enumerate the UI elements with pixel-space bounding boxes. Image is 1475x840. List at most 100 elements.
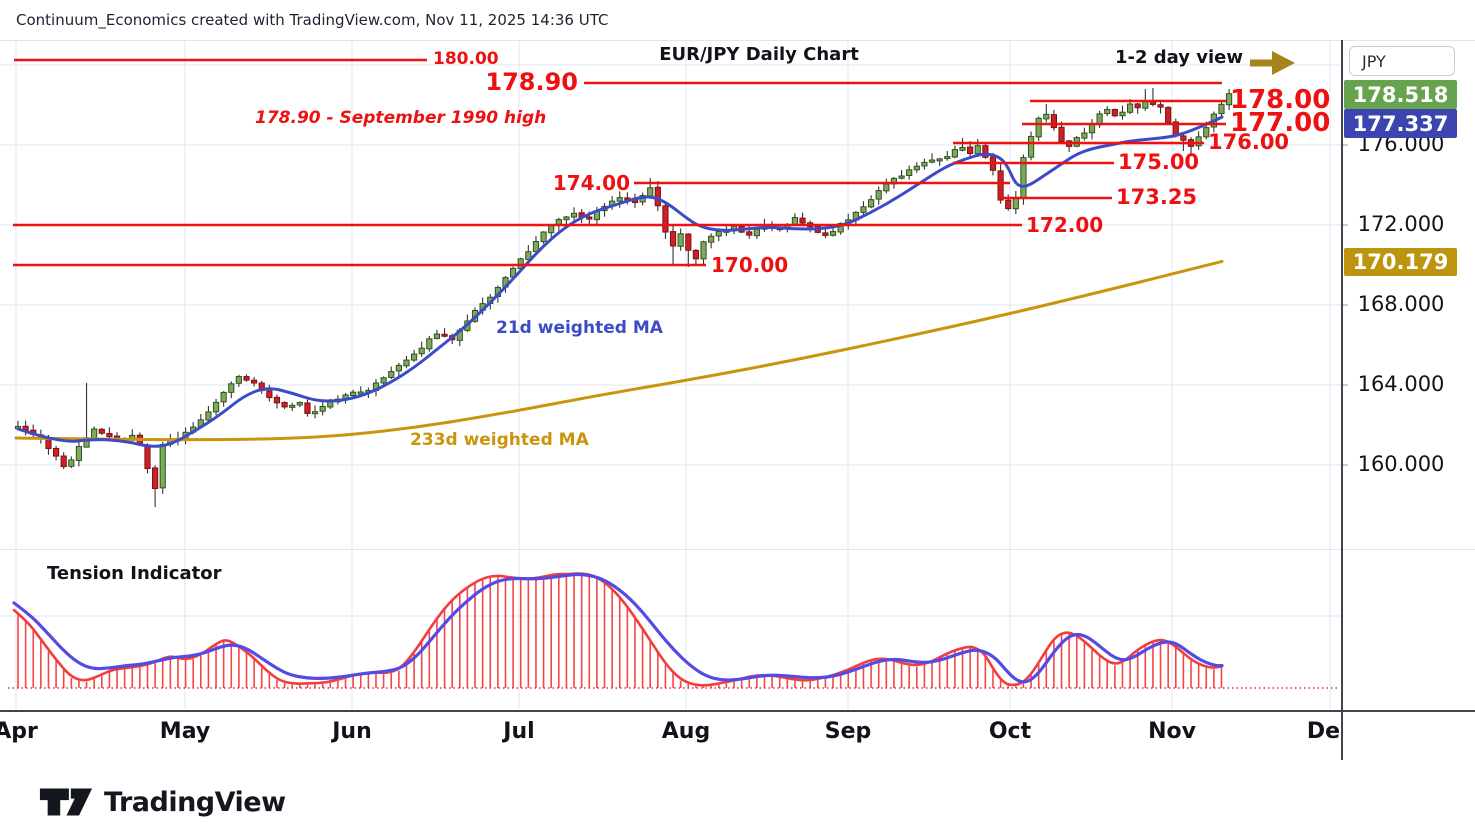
price-scale-symbol-box: JPY xyxy=(1349,46,1455,76)
candle-body xyxy=(75,446,83,461)
time-axis[interactable]: Apr May Jun Jul Aug Sep Oct Nov Dec xyxy=(0,710,1341,760)
level-label-177.00[interactable]: 177.00 xyxy=(1230,107,1331,138)
candle-body xyxy=(403,359,410,367)
candle-body xyxy=(296,401,303,406)
level-label-176.00[interactable]: 176.00 xyxy=(1208,129,1290,154)
candle-body xyxy=(708,235,715,243)
month-label-Oct: Oct xyxy=(988,719,1032,744)
candle-body xyxy=(1043,113,1050,120)
ma233-line[interactable] xyxy=(14,259,1224,442)
level-label-173.25[interactable]: 173.25 xyxy=(1116,184,1198,209)
candle-body xyxy=(967,146,974,154)
candle-body xyxy=(1027,135,1035,158)
candle-body xyxy=(388,371,395,378)
candle-body xyxy=(669,231,677,247)
level-label-174.00[interactable]: 174.00 xyxy=(552,170,630,195)
candle-body xyxy=(289,404,296,408)
candle-body xyxy=(563,216,570,221)
candle-body xyxy=(822,232,829,236)
candle-body xyxy=(951,149,958,158)
candle-body xyxy=(913,165,920,171)
tradingview-brand[interactable]: TradingView xyxy=(38,784,286,820)
ma21-label-drawing[interactable]: 21d weighted MA xyxy=(496,318,663,338)
candle-body xyxy=(692,249,700,260)
candle-body xyxy=(875,190,882,200)
level-label-175.00[interactable]: 175.00 xyxy=(1118,149,1200,174)
tension-indicator-pane[interactable] xyxy=(8,572,1338,689)
candle-body xyxy=(685,233,692,251)
candle-body xyxy=(410,353,418,361)
candle-body xyxy=(1203,127,1210,138)
candle-body xyxy=(106,432,113,438)
candle-body xyxy=(159,444,166,489)
candle-body xyxy=(959,146,966,151)
candlestick-series xyxy=(14,88,1233,507)
view-note-drawing[interactable]: 1-2 day view xyxy=(1114,47,1243,68)
candle-body xyxy=(1165,106,1172,123)
candle-body xyxy=(700,241,707,260)
annotation-note-drawing[interactable]: 178.90 - September 1990 high xyxy=(255,108,547,128)
candle-body xyxy=(433,333,441,339)
candle-body xyxy=(243,376,250,381)
tension-red-line xyxy=(12,572,1224,687)
level-label-172.00[interactable]: 172.00 xyxy=(1026,212,1104,237)
candle-body xyxy=(327,401,334,408)
candle-body xyxy=(647,187,654,197)
candle-body xyxy=(91,428,98,439)
candle-body xyxy=(1050,114,1058,129)
candle-body xyxy=(60,455,67,468)
month-label-May: May xyxy=(159,719,211,744)
candle-body xyxy=(921,161,928,167)
level-label-170.00[interactable]: 170.00 xyxy=(711,252,789,277)
level-lines xyxy=(13,58,1226,267)
level-label-178.00[interactable]: 178.00 xyxy=(1230,84,1331,115)
candle-body xyxy=(791,217,799,226)
ma233-label-drawing[interactable]: 233d weighted MA xyxy=(410,430,589,450)
month-label-Jul: Jul xyxy=(503,719,535,744)
candle-body xyxy=(677,233,684,247)
pane-separator xyxy=(0,549,1475,550)
candle-body xyxy=(837,222,844,233)
chart-top-border xyxy=(0,40,1475,41)
gold-arrow-drawing[interactable] xyxy=(1248,49,1298,77)
candle-body xyxy=(860,206,867,213)
candle-body xyxy=(1195,136,1202,147)
candle-body xyxy=(1142,101,1149,109)
candle-body xyxy=(1058,126,1065,142)
price-marker-177.337: 177.337 xyxy=(1344,109,1457,138)
candle-body xyxy=(868,199,875,208)
candle-body xyxy=(426,338,433,350)
arrow-head xyxy=(1272,51,1295,75)
candle-body xyxy=(1088,123,1096,134)
tension-blue-line xyxy=(12,572,1224,684)
ma21-line[interactable] xyxy=(16,115,1224,448)
candle-body xyxy=(997,170,1004,201)
candle-body xyxy=(570,212,578,218)
candle-body xyxy=(418,347,425,355)
candle-body xyxy=(235,376,242,384)
candle-body xyxy=(982,145,989,158)
chart-title-drawing[interactable]: EUR/JPY Daily Chart xyxy=(659,44,859,65)
candle-body xyxy=(974,145,981,155)
month-label-Dec: Dec xyxy=(1306,719,1341,744)
candle-body xyxy=(319,405,326,412)
candle-body xyxy=(928,159,936,163)
candle-body xyxy=(311,411,319,415)
time-axis-border xyxy=(0,710,1475,712)
candle-body xyxy=(220,391,227,403)
candle-body xyxy=(228,383,235,393)
indicator-title: Tension Indicator xyxy=(47,563,222,584)
candle-body xyxy=(898,175,905,179)
candle-body xyxy=(144,444,151,469)
candle-body xyxy=(1157,104,1164,108)
candle-body xyxy=(1119,111,1126,117)
price-tick-172.000: 172.000 xyxy=(1357,212,1445,236)
level-label-178.90[interactable]: 178.90 xyxy=(485,68,578,97)
candle-body xyxy=(532,241,540,253)
candle-body xyxy=(273,396,281,404)
candle-body xyxy=(1218,103,1225,115)
level-label-180.00[interactable]: 180.00 xyxy=(433,49,499,70)
tradingview-brand-text: TradingView xyxy=(104,786,286,818)
candle-body xyxy=(304,402,311,414)
